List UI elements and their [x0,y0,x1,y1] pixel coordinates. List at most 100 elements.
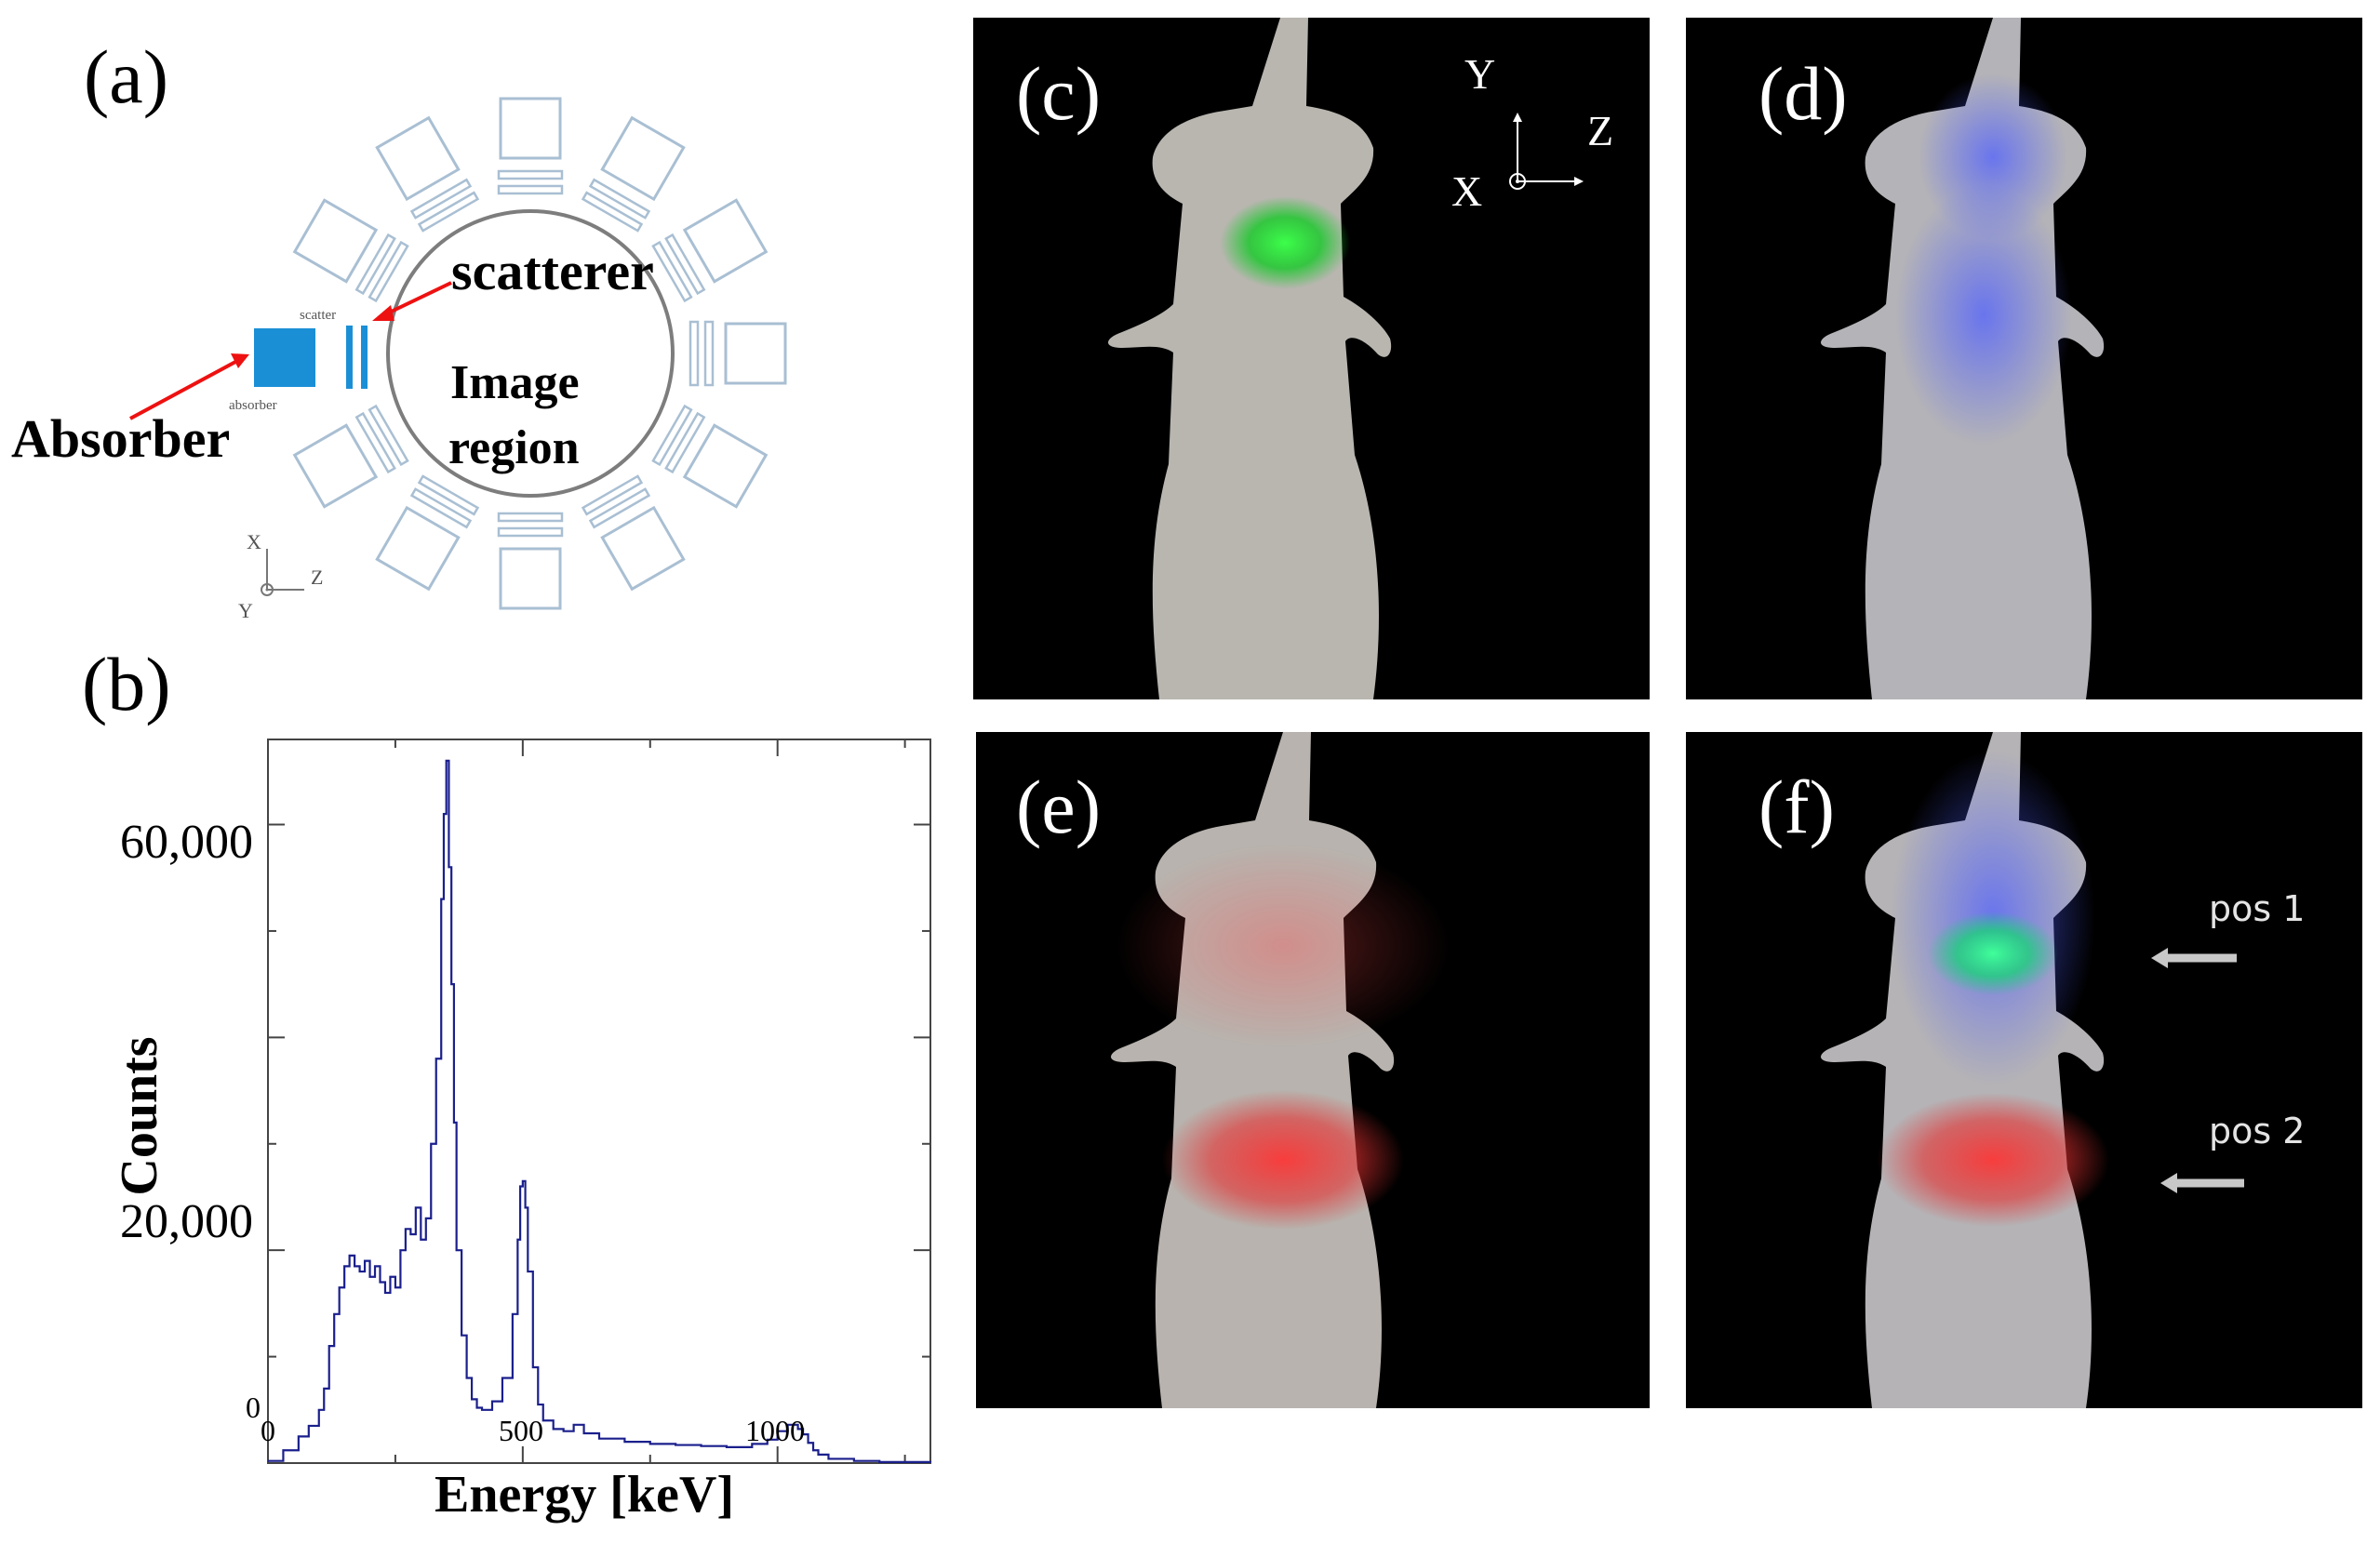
pos2-arrowhead [2160,1173,2177,1193]
scatterer-outline [409,487,473,529]
blue-signal-d-2 [1895,185,2072,446]
photo-axis-x-label: X [1451,167,1483,215]
scatterer-outline [581,191,644,233]
y-axis-label: Counts [111,1036,168,1195]
absorber-arrow [129,359,238,420]
small-scatter-label: scatter [300,308,336,323]
scatterer-outline [651,240,693,303]
pos1-arrowhead [2151,948,2168,968]
image-region-label-line2: region [448,421,580,474]
diagram-axis-z-label: Z [311,566,323,589]
absorber-outline [499,547,562,610]
panel-b-label: (b) [82,642,171,726]
absorber-label: Absorber [11,408,231,469]
detector-module [292,198,409,303]
absorber-outline [600,505,686,592]
scatterer-outline [368,240,409,303]
detector-modules [292,97,787,610]
detector-module [581,474,686,592]
absorber-outline [375,505,461,592]
diagram-axis-x-label: X [247,530,261,553]
scatterer-arrowhead [372,305,394,321]
photo-panel-d [1686,18,2362,699]
photo-axis-z-label: Z [1587,107,1614,154]
absorber-outline [600,115,686,202]
photo-panel-c: Y Z X [973,18,1650,699]
x-tick-label-1000: 1000 [745,1414,805,1447]
red-signal-f [1877,1093,2109,1227]
scatterer-outline [354,411,396,474]
mouse-image-c [1108,18,1392,699]
detector-module [292,404,409,509]
absorber-arrowhead [231,353,249,368]
scatterer-outline [354,233,396,296]
y-tick-label-0: 0 [246,1391,261,1424]
scatterer-outline [497,184,564,195]
detector-module [581,115,686,233]
pos2-label: pos 2 [2209,1111,2306,1151]
detector-module [375,474,480,592]
absorber-outline [292,198,379,284]
absorber-outline [499,97,562,160]
green-signal-c [1220,196,1350,289]
detector-module [651,198,769,303]
panel-c-label: (c) [1016,51,1102,136]
scatterer-outline [497,512,564,523]
scatterer-label: scatterer [451,241,654,301]
scatterer-outline [581,474,644,516]
photo-panel-f: pos 1 pos 2 [1686,732,2362,1408]
scatterer-arrow [381,281,452,318]
diagram-axis-y-dot [265,588,269,592]
scatterer-outline [368,404,409,467]
spectrum-series-line [268,759,932,1463]
panel-d-label: (d) [1758,51,1848,136]
x-tick-label-500: 500 [499,1414,543,1447]
scatterer-outline [664,233,706,296]
detector-module [375,115,480,233]
x-axis-label: Energy [keV] [435,1466,734,1524]
detector-module [497,97,564,195]
axis-ticks [267,739,930,1464]
mouse-image-e [1111,732,1451,1408]
diagram-axis-y-label: Y [238,599,253,622]
detector-module [497,512,564,610]
scatterer-outline [703,320,715,387]
absorber-outline [292,423,379,509]
scatterer-outline [689,320,700,387]
scatterer-outline [417,191,480,233]
scatterer-outline [651,404,693,467]
image-region-circle [386,209,675,498]
scatterer-plate-2 [361,326,368,389]
scatterer-outline [497,526,564,538]
red-signal-e-faint [1116,844,1451,1048]
green-signal-f [1928,912,2058,995]
x-tick-label-0: 0 [261,1414,275,1447]
small-absorber-label: absorber [229,398,277,413]
diagram-axis-y-origin [261,583,274,596]
detector-module [651,404,769,509]
photo-panel-e [976,732,1650,1408]
detector-ring-diagram: scatter absorber X Z Y [129,97,787,622]
absorber-outline [682,198,769,284]
absorber-outline [724,322,787,385]
scatterer-outline [497,169,564,180]
mouse-image-f [1821,732,2244,1408]
photo-axis-y-label: Y [1464,50,1496,98]
detector-module [689,320,787,387]
panel-a-label: (a) [84,34,169,119]
plot-frame [267,739,931,1464]
scatterer-outline [417,474,480,516]
scatterer-plate-1 [346,326,353,389]
red-signal-e [1162,1090,1404,1230]
mouse-image-d [1821,18,2105,699]
image-region-label-line1: Image [450,356,580,409]
scatterer-outline [588,178,651,220]
pos1-label: pos 1 [2209,888,2306,929]
absorber-outline [682,423,769,509]
scatterer-outline [409,178,473,220]
photo-axis-glyph [1509,113,1584,190]
y-tick-label-60000: 60,000 [120,816,253,869]
absorber-outline [375,115,461,202]
panel-e-label: (e) [1016,765,1102,849]
panel-f-label: (f) [1758,765,1835,849]
